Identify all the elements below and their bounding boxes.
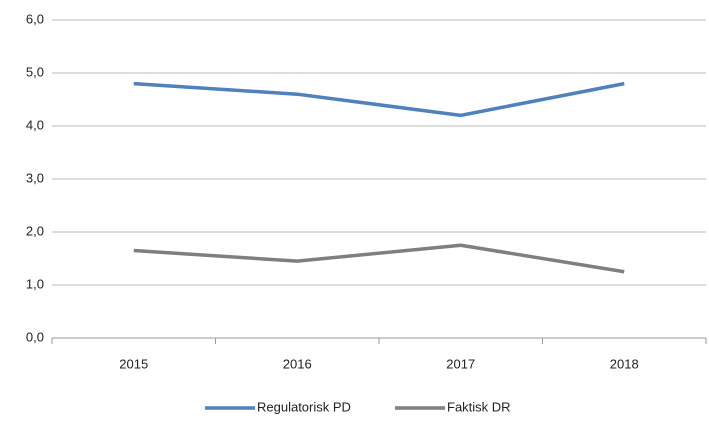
- x-tick-label: 2018: [610, 356, 639, 371]
- legend-label: Regulatorisk PD: [257, 399, 351, 414]
- x-tick-label: 2017: [446, 356, 475, 371]
- x-tick-label: 2016: [283, 356, 312, 371]
- y-tick-label: 0,0: [26, 329, 44, 344]
- y-tick-label: 3,0: [26, 170, 44, 185]
- legend-label: Faktisk DR: [447, 399, 511, 414]
- y-tick-label: 5,0: [26, 64, 44, 79]
- line-series: [133, 243, 625, 274]
- y-tick-label: 4,0: [26, 117, 44, 132]
- y-tick-label: 2,0: [26, 223, 44, 238]
- x-tick-label: 2015: [119, 356, 148, 371]
- y-tick-label: 1,0: [26, 276, 44, 291]
- y-tick-label: 6,0: [26, 11, 44, 26]
- line-series: [133, 81, 625, 118]
